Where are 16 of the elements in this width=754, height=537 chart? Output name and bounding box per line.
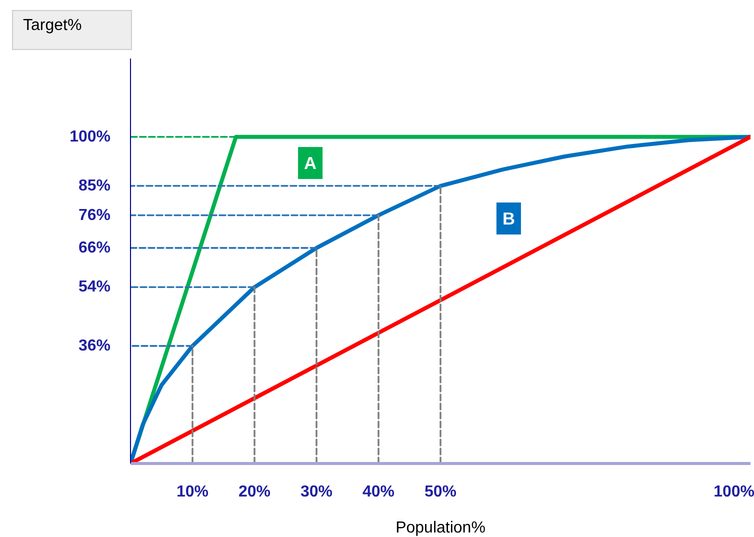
y-tick-label: 76% [78, 206, 111, 224]
y-tick-label: 66% [78, 239, 111, 256]
x-tick-label: 10% [176, 484, 209, 500]
x-tick-label: 50% [424, 484, 457, 500]
y-axis-title: Target% [23, 16, 82, 36]
y-tick-label: 36% [78, 337, 111, 354]
annotation: A [304, 153, 318, 174]
x-tick-label: 40% [362, 484, 395, 500]
y-tick-label: 85% [78, 177, 111, 194]
x-tick-label: 100% [714, 484, 754, 500]
y-tick-label: 100% [70, 128, 110, 146]
x-tick-label: 30% [300, 484, 333, 500]
y-tick-label: 54% [78, 278, 111, 296]
x-tick-label: 20% [238, 484, 271, 500]
x-axis-title: Population% [396, 520, 486, 536]
annotation: B [502, 208, 515, 229]
